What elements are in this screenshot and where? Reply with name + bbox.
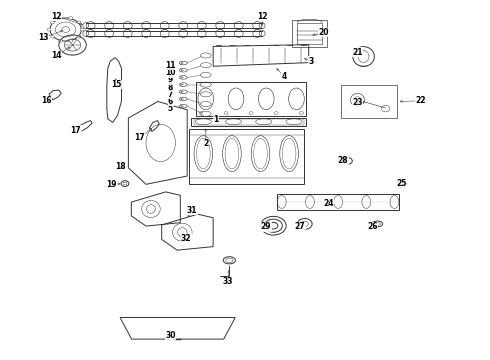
- Text: 17: 17: [71, 126, 81, 135]
- Text: 16: 16: [41, 96, 52, 105]
- Text: 24: 24: [323, 199, 334, 208]
- Text: 25: 25: [396, 179, 407, 188]
- Text: 26: 26: [367, 222, 378, 231]
- Ellipse shape: [50, 21, 54, 24]
- Text: 7: 7: [168, 90, 173, 99]
- Text: 20: 20: [318, 28, 329, 37]
- Text: 6: 6: [168, 97, 173, 106]
- Ellipse shape: [77, 35, 81, 38]
- Ellipse shape: [80, 28, 84, 31]
- Text: 9: 9: [168, 76, 173, 85]
- Ellipse shape: [59, 40, 63, 42]
- Text: 3: 3: [309, 57, 314, 66]
- Text: 13: 13: [38, 33, 49, 42]
- Bar: [297, 22, 322, 44]
- Text: 27: 27: [294, 222, 305, 231]
- Ellipse shape: [69, 40, 73, 42]
- Text: 15: 15: [111, 80, 122, 89]
- Bar: [341, 85, 397, 118]
- Text: 11: 11: [165, 61, 176, 70]
- Text: 2: 2: [203, 139, 208, 148]
- Bar: [191, 118, 306, 126]
- Bar: [277, 194, 399, 210]
- Bar: [194, 119, 304, 125]
- Text: 8: 8: [168, 83, 173, 91]
- Text: 28: 28: [338, 156, 348, 165]
- Text: 29: 29: [261, 222, 271, 231]
- Text: 31: 31: [187, 206, 197, 215]
- Text: 4: 4: [282, 72, 287, 81]
- Text: 12: 12: [51, 12, 62, 21]
- Ellipse shape: [47, 28, 51, 31]
- Text: 30: 30: [165, 331, 176, 340]
- Text: 32: 32: [181, 234, 192, 243]
- Text: 5: 5: [168, 104, 173, 113]
- Text: 19: 19: [106, 180, 117, 189]
- Ellipse shape: [77, 21, 81, 24]
- Text: 23: 23: [352, 98, 363, 107]
- Text: 1: 1: [213, 115, 218, 124]
- Text: 12: 12: [257, 12, 268, 21]
- Text: 33: 33: [222, 277, 233, 286]
- Bar: [292, 20, 327, 47]
- Text: 14: 14: [51, 51, 62, 60]
- Text: 10: 10: [165, 68, 176, 77]
- Ellipse shape: [69, 17, 73, 19]
- Ellipse shape: [50, 35, 54, 38]
- Text: 18: 18: [115, 162, 125, 171]
- Ellipse shape: [59, 17, 63, 19]
- Text: 17: 17: [134, 133, 145, 142]
- Text: 22: 22: [415, 96, 426, 105]
- Text: 21: 21: [352, 48, 363, 57]
- Bar: [189, 129, 304, 184]
